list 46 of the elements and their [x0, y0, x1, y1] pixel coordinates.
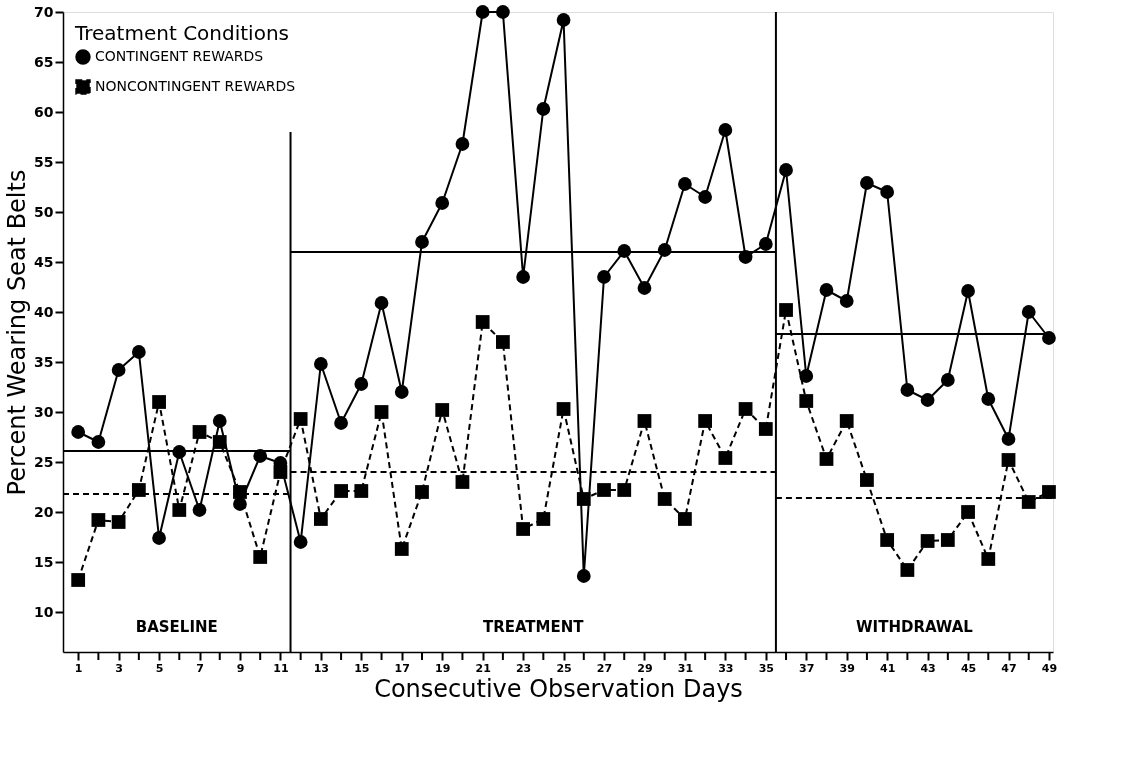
y-tick-label: 25: [34, 453, 54, 470]
y-tick-label: 15: [34, 553, 54, 570]
x-tick-label: 5: [155, 661, 164, 675]
x-tick-label: 25: [556, 661, 572, 675]
x-tick-label: 47: [1001, 661, 1017, 675]
x-tick-label: 39: [839, 661, 855, 675]
annotation: BASELINE: [135, 618, 218, 636]
legend-title: Treatment Conditions: [74, 21, 289, 45]
x-axis-title: Consecutive Observation Days: [374, 674, 743, 703]
y-tick-label: 45: [34, 253, 54, 270]
y-tick-label: 55: [34, 153, 54, 170]
y-tick-label: 10: [34, 603, 54, 620]
x-tick-label: 1: [74, 661, 83, 675]
y-tick-label: 35: [34, 353, 54, 370]
x-tick-label: 37: [799, 661, 815, 675]
x-tick-label: 19: [435, 661, 451, 675]
x-tick-label: 7: [196, 661, 204, 675]
y-tick-label: 40: [34, 303, 54, 320]
x-tick-label: 9: [236, 661, 245, 675]
x-tick-label: 17: [394, 661, 410, 675]
y-tick-label: 50: [34, 203, 54, 220]
x-tick-label: 13: [313, 661, 330, 675]
x-tick-label: 43: [920, 661, 936, 675]
x-tick-label: 15: [354, 661, 370, 675]
x-tick-label: 23: [515, 661, 532, 675]
x-tick-label: 41: [880, 661, 896, 675]
y-tick-label: 60: [34, 103, 54, 120]
x-tick-label: 27: [596, 661, 613, 675]
x-tick-label: 11: [273, 661, 289, 675]
y-axis-title: Percent Wearing Seat Belts: [3, 169, 32, 496]
y-tick-label: 30: [34, 403, 54, 420]
x-tick-label: 3: [115, 661, 123, 675]
annotation: WITHDRAWAL: [856, 618, 974, 636]
y-tick-label: 20: [34, 503, 54, 520]
x-tick-label: 33: [718, 661, 734, 675]
x-tick-label: 31: [677, 661, 694, 675]
legend-label: CONTINGENT REWARDS: [95, 48, 264, 64]
x-tick-label: 45: [960, 661, 977, 675]
legend-label: NONCONTINGENT REWARDS: [95, 78, 296, 94]
y-tick-label: 70: [34, 3, 54, 20]
x-tick-label: 29: [637, 661, 653, 675]
x-tick-label: 21: [475, 661, 491, 675]
x-tick-label: 35: [758, 661, 774, 675]
annotation: TREATMENT: [482, 618, 585, 636]
y-tick-label: 65: [34, 53, 54, 70]
x-tick-label: 49: [1041, 661, 1058, 675]
